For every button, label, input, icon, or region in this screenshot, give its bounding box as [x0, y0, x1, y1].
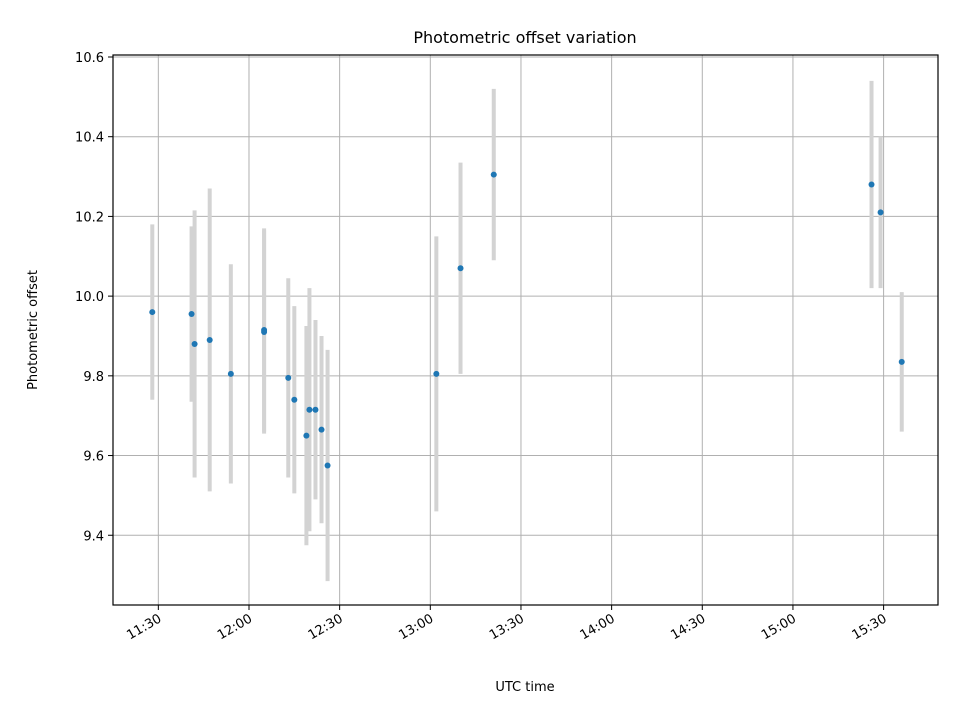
data-point	[306, 406, 313, 413]
grid	[113, 55, 938, 605]
data-point	[898, 358, 905, 365]
y-tick-label: 10.0	[75, 290, 104, 305]
y-tick-label: 9.4	[83, 529, 104, 544]
y-tick-label: 9.6	[83, 450, 104, 465]
data-point	[312, 406, 319, 413]
y-axis-label: Photometric offset	[26, 270, 41, 390]
y-tick-label: 9.8	[83, 370, 104, 385]
chart-title: Photometric offset variation	[413, 28, 636, 47]
data-point	[285, 374, 292, 381]
data-point	[227, 370, 234, 377]
data-point	[877, 209, 884, 216]
plot-frame	[112, 54, 939, 606]
data-point	[291, 396, 298, 403]
data-point	[324, 462, 331, 469]
data-point	[149, 309, 156, 316]
data-point	[433, 370, 440, 377]
data-point	[188, 311, 195, 318]
data-point	[303, 432, 310, 439]
data-point	[206, 336, 213, 343]
x-axis-label: UTC time	[495, 680, 554, 695]
y-tick-label: 10.2	[75, 210, 104, 225]
data-point	[261, 327, 268, 333]
data-point	[457, 265, 464, 272]
data-points	[149, 171, 905, 469]
data-point	[868, 181, 875, 188]
data-point	[191, 340, 198, 347]
y-tick-label: 10.4	[75, 131, 104, 146]
data-point	[490, 171, 497, 178]
data-point	[318, 426, 325, 433]
y-tick-label: 10.6	[75, 51, 104, 66]
